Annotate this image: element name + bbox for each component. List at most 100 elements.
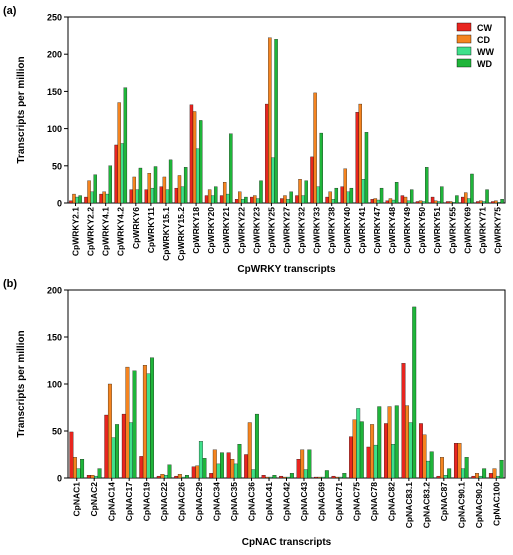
panel-b-category-label: CpNAC100 [491,482,501,526]
panel-b-bar-cd [212,449,217,479]
panel-b-bar-cw [453,443,458,479]
panel-b-bar-cw [471,475,476,479]
panel-a-bar-ww [467,198,471,204]
panel-b-bar-ww [76,468,81,479]
panel-a-bar-cw [340,186,344,204]
panel-a-y-tick-label: 100 [47,124,62,134]
panel-a-bar-cd [162,176,167,204]
panel-a-bar-cd [72,193,76,204]
panel-b-category-label: CpNAC71 [334,482,344,521]
panel-a-bar-ww [482,201,486,204]
panel-b-bar-cd [335,476,340,479]
panel-b-bar-wd [115,424,120,479]
panel-b-bar-ww [181,476,186,479]
panel-a-category-label: CpWRKY2.2 [86,207,96,256]
panel-b-bar-cd [73,457,77,479]
panel-b-bar-wd [429,451,434,479]
panel-b-bar-wd [237,444,242,479]
panel-b-bar-wd [394,405,399,479]
panel-a-bar-ww [331,199,335,204]
panel-a-bar-ww [105,193,109,204]
panel-a-bar-cw [355,112,359,204]
panel-a-category-label: CpWRKY27 [282,207,292,254]
panel-b-bar-cd [142,365,147,479]
panel-a-bar-ww [256,198,260,204]
panel-b-category-label: CpNAC78 [369,482,379,521]
panel-b-category-label: CpNAC83.1 [404,482,414,529]
panel-b-bar-ww [321,476,326,479]
panel-a-bar-wd [274,39,278,204]
panel-b-bar-cd [317,476,322,479]
panel-a-bar-cw [445,201,450,204]
panel-a-bar-ww [406,200,411,204]
panel-a-bar-cd [358,103,363,204]
panel-b-bar-ww [251,469,256,479]
panel-b-bar-cw [156,475,161,479]
panel-a-bar-cw [99,193,103,204]
legend-label-wd: WD [477,59,492,69]
panel-b-bar-cw [401,363,406,479]
panel-b-bar-wd [412,306,417,479]
panel-a-category-label: CpWRKY15.2 [176,207,186,261]
panel-a-bar-cd [373,198,378,204]
panel-a-category-label: CpWRKY55 [447,207,457,254]
panel-a-bar-wd [455,195,459,204]
panel-a-bar-cd [298,179,302,204]
panel-b-bar-cd [90,475,95,479]
panel-b-bar-wd [167,464,172,479]
panel-b-bar-ww [268,476,273,479]
panel-b-bar-wd [359,421,364,479]
panel-b-bar-wd [447,468,452,479]
legend-label-ww: WW [477,47,494,57]
legend-swatch-ww [456,46,472,56]
panel-a-bar-cd [222,182,227,204]
panel-a-bar-wd [394,182,399,204]
panel-a-bar-cw [114,144,118,204]
panel-a-bar-wd [409,189,414,204]
panel-b-bar-cw [384,423,388,479]
panel-a-bar-wd [78,195,82,204]
panel-a-bar-cd [464,192,468,204]
panel-a-bar-cw [265,103,269,204]
panel-b-category-label: CpNAC22 [159,482,169,521]
panel-a-bar-ww [195,148,200,204]
panel-a-category-label: CpWRKY6 [131,207,141,249]
panel-b-bar-cw [209,473,214,479]
panel-a-bar-wd [183,167,188,204]
panel-b-category-label: CpNAC82 [386,482,396,521]
panel-b-category-label: CpNAC35 [229,482,239,521]
panel-b-bar-ww [496,475,500,479]
panel-b-bar-wd [132,370,137,479]
panel-b-y-tick-label: 0 [57,474,62,484]
panel-a-bar-cw [415,201,420,204]
panel-a-bar-cw [174,187,179,204]
panel-b-bar-cd [177,474,182,479]
panel-a-bar-wd [138,167,143,204]
panel-b-bar-ww [111,437,116,479]
panel-b-bar-cd [440,457,444,479]
legend-swatch-cd [456,34,472,44]
panel-b-category-label: CpNAC34 [212,482,222,521]
panel-a-bar-cd [238,191,242,204]
panel-a-category-label: CpWRKY69 [462,207,472,254]
panel-a-y-tick-label: 50 [52,161,62,171]
panel-a-category-label: CpWRKY25 [266,207,276,254]
panel-b-bar-ww [163,475,168,479]
panel-b-bar-cd [422,434,427,479]
panel-b-bar-wd [342,473,347,479]
panel-b-bar-wd [254,413,259,479]
panel-b-category-label: CpNAC36 [247,482,257,521]
panel-a-bar-ww [346,191,351,204]
panel-b-category-label: CpNAC26 [177,482,187,521]
panel-a-bar-wd [93,174,97,204]
panel-a-bar-cw [310,156,314,204]
panel-a-bar-wd [379,187,384,204]
panel-a-bar-wd [334,187,339,204]
panel-b-bar-cw [69,431,74,479]
panel-b-bar-cd [125,366,130,479]
panel-b-bar-ww [146,373,151,479]
panel-a-bar-cd [253,195,257,204]
panel-b-bar-cw [314,476,319,479]
panel-b-bar-wd [272,475,277,479]
